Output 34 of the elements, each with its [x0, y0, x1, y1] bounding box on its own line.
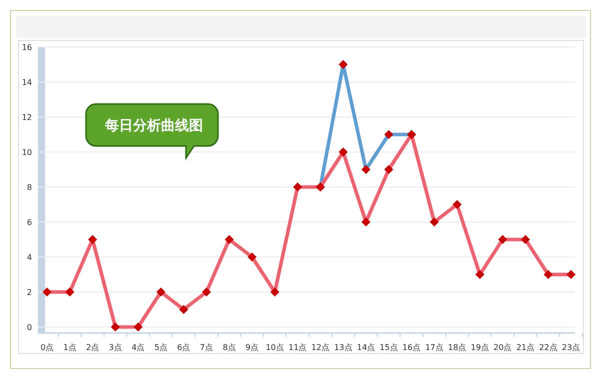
x-tick-label: 14点: [356, 343, 376, 352]
y-tick-label: 12: [22, 113, 32, 122]
y-tick-label: 10: [22, 148, 32, 157]
x-tick-label: 3点: [108, 343, 122, 352]
x-tick-label: 4点: [132, 343, 145, 352]
x-tick-label: 13点: [334, 343, 352, 352]
x-tick-label: 5点: [154, 343, 168, 352]
x-tick-label: 12点: [311, 343, 330, 352]
x-tick-label: 18点: [448, 343, 466, 352]
y-tick-label: 14: [22, 78, 32, 87]
x-tick-label: 20点: [494, 343, 512, 352]
x-tick-label: 2点: [86, 343, 100, 352]
y-tick-label: 16: [22, 43, 32, 52]
x-tick-label: 17点: [425, 343, 444, 352]
text: 每日分析曲线图: [104, 118, 203, 134]
y-tick-label: 4: [26, 253, 32, 262]
x-tick-label: 19点: [470, 343, 489, 352]
x-tick-label: 21点: [516, 343, 535, 352]
x-tick-label: 22点: [539, 343, 558, 352]
x-tick-label: 0点: [40, 343, 54, 352]
y-tick-label: 2: [26, 288, 32, 297]
x-tick-label: 7点: [200, 343, 214, 352]
x-tick-label: 8点: [222, 343, 236, 352]
x-tick-label: 10点: [266, 343, 284, 352]
x-tick-label: 6点: [177, 343, 190, 352]
x-tick-label: 15点: [380, 343, 398, 352]
y-tick-label: 8: [26, 183, 32, 192]
x-tick-label: 11点: [288, 343, 307, 352]
y-tick-label: 0: [26, 323, 32, 332]
x-tick-label: 16点: [402, 343, 421, 352]
y-tick-label: 6: [26, 218, 32, 227]
x-tick-label: 1点: [63, 343, 76, 352]
x-tick-label: 23点: [562, 343, 580, 352]
x-tick-label: 9点: [245, 343, 259, 352]
